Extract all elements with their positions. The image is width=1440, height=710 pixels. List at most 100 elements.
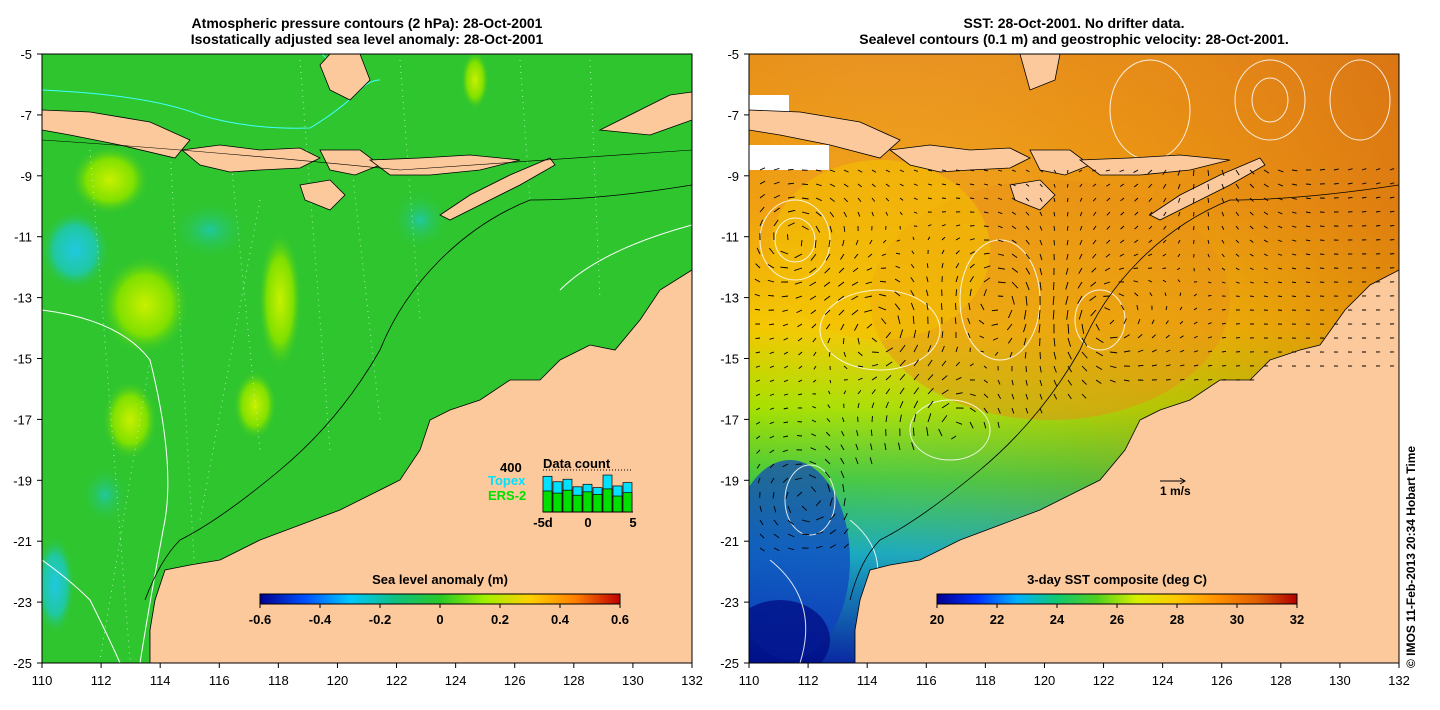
velocity-vector <box>1039 211 1043 217</box>
velocity-vector <box>1162 253 1167 257</box>
velocity-vector <box>773 219 779 227</box>
velocity-vector <box>913 387 919 395</box>
velocity-vector <box>1179 320 1184 325</box>
velocity-vector <box>1207 308 1212 311</box>
velocity-vector <box>894 278 901 283</box>
velocity-vector <box>809 461 817 465</box>
velocity-vector <box>825 323 831 330</box>
left-map <box>42 54 692 663</box>
velocity-vector <box>912 315 915 325</box>
velocity-vector <box>755 337 761 340</box>
velocity-vector <box>1120 304 1125 311</box>
velocity-vector <box>1023 337 1027 346</box>
isobath-line <box>42 139 692 171</box>
velocity-vector <box>997 281 1006 284</box>
velocity-vector <box>885 183 890 187</box>
velocity-vector <box>851 295 859 301</box>
left-land <box>42 54 692 663</box>
velocity-vector <box>997 393 1001 399</box>
velocity-vector <box>1177 253 1181 258</box>
velocity-vector <box>983 169 989 172</box>
velocity-vector <box>911 250 915 255</box>
velocity-vector <box>829 211 835 218</box>
velocity-vector <box>780 250 789 255</box>
velocity-vector <box>885 415 888 423</box>
velocity-vector <box>1263 267 1268 270</box>
velocity-vector <box>755 393 761 397</box>
velocity-vector <box>983 197 989 200</box>
right-y-tick-label: -21 <box>720 534 739 549</box>
velocity-vector <box>1092 197 1097 202</box>
velocity-vector <box>1133 253 1139 257</box>
velocity-vector <box>1221 253 1225 258</box>
velocity-vector <box>769 435 775 439</box>
velocity-vector <box>769 351 775 354</box>
velocity-vector <box>787 196 795 199</box>
velocity-vector <box>810 253 817 261</box>
left-colorbar-label: Sea level anomaly (m) <box>372 572 508 587</box>
velocity-vector <box>1025 183 1030 187</box>
velocity-vector <box>1053 211 1056 217</box>
ers2-bar <box>592 494 603 513</box>
left-y-tick-label: -11 <box>14 230 32 245</box>
velocity-vector <box>1235 253 1240 257</box>
velocity-vector <box>1177 183 1181 190</box>
velocity-vector <box>1221 211 1225 217</box>
ers2-bar <box>572 494 583 513</box>
velocity-vector <box>800 239 803 247</box>
inset-x-tick-label: 5 <box>629 515 636 530</box>
velocity-vector <box>871 337 877 343</box>
velocity-vector <box>983 421 987 429</box>
velocity-vector <box>1089 295 1097 302</box>
velocity-vector <box>1081 379 1087 385</box>
velocity-vector <box>927 330 930 339</box>
left-y-tick-label: -13 <box>13 291 32 306</box>
velocity-vector <box>857 183 863 188</box>
velocity-vector <box>843 211 847 218</box>
velocity-vector <box>885 197 890 202</box>
velocity-vector <box>1109 351 1118 354</box>
velocity-vector <box>870 429 873 437</box>
right-colorbar-bar <box>936 593 1298 605</box>
velocity-vector <box>1165 364 1171 367</box>
velocity-vector <box>1249 225 1254 230</box>
velocity-vector <box>840 253 845 260</box>
velocity-vector <box>969 251 975 255</box>
velocity-vector <box>1011 267 1019 273</box>
velocity-vector <box>783 337 789 341</box>
velocity-vector <box>811 433 817 437</box>
velocity-vector <box>769 379 775 382</box>
velocity-vector <box>1162 169 1167 176</box>
velocity-vector <box>780 266 789 269</box>
velocity-vector <box>1053 379 1058 386</box>
velocity-vector <box>759 505 762 512</box>
velocity-vector <box>1235 211 1240 217</box>
velocity-vector <box>798 379 803 383</box>
velocity-vector <box>1039 393 1043 400</box>
velocity-vector <box>980 303 985 311</box>
velocity-vector <box>910 263 915 269</box>
velocity-vector <box>955 183 961 186</box>
velocity-vector <box>1095 379 1102 384</box>
velocity-vector <box>940 303 943 311</box>
velocity-vector <box>1066 309 1069 320</box>
velocity-vector <box>829 529 837 535</box>
velocity-vector <box>1291 225 1297 228</box>
velocity-vector <box>1039 365 1042 373</box>
velocity-vector <box>955 263 960 269</box>
velocity-vector <box>1375 210 1381 213</box>
velocity-vector <box>1066 225 1069 231</box>
velocity-vector <box>1347 168 1353 171</box>
right-x-tick-label: 126 <box>1211 673 1233 688</box>
velocity-vector <box>810 309 817 315</box>
australia-mainland <box>149 269 692 663</box>
velocity-vector <box>1179 364 1185 367</box>
left-y-tick-label: -9 <box>20 169 32 184</box>
left-colorbar-tick-label: -0.4 <box>309 612 332 627</box>
velocity-vector <box>1291 281 1297 284</box>
velocity-vector <box>1221 350 1227 353</box>
velocity-vector <box>757 477 761 484</box>
velocity-vector <box>825 431 831 437</box>
left-y-tick-label: -7 <box>20 108 32 123</box>
velocity-vector <box>1263 183 1269 188</box>
